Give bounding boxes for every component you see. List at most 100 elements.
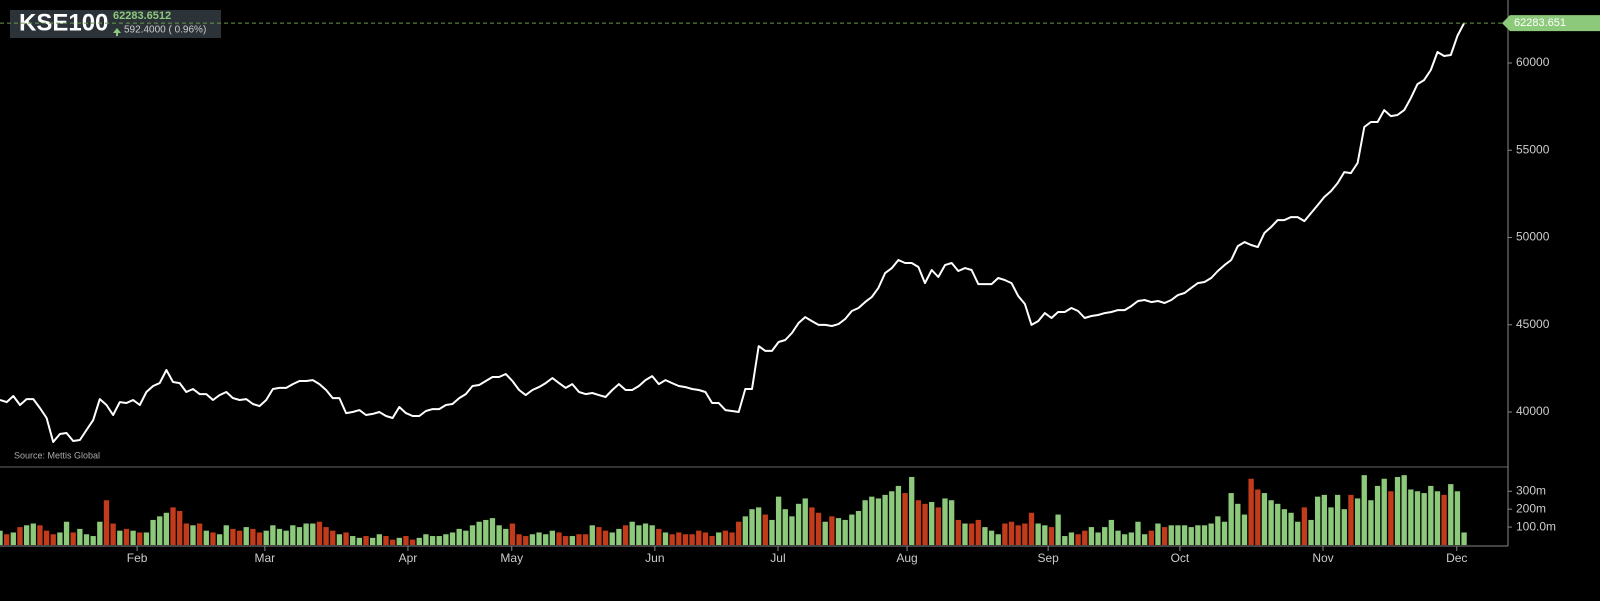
volume-bar bbox=[350, 536, 356, 545]
volume-bar bbox=[929, 502, 935, 545]
volume-bar bbox=[696, 530, 702, 545]
volume-bar bbox=[1095, 532, 1101, 545]
x-tick-label: Feb bbox=[127, 551, 148, 565]
volume-bar bbox=[343, 532, 349, 545]
volume-bar bbox=[10, 532, 16, 545]
volume-bar bbox=[656, 528, 662, 545]
volume-bar bbox=[356, 537, 363, 545]
volume-bar bbox=[90, 536, 96, 545]
volume-bar bbox=[1161, 527, 1168, 545]
volume-bar bbox=[543, 534, 549, 545]
volume-bar bbox=[463, 530, 469, 545]
x-tick-label: Sep bbox=[1037, 551, 1059, 565]
volume-bar bbox=[988, 530, 995, 545]
volume-bar bbox=[589, 525, 595, 545]
volume-bar bbox=[875, 498, 882, 545]
volume-bar bbox=[835, 518, 842, 545]
volume-bar bbox=[1028, 512, 1035, 545]
volume-bar bbox=[1414, 491, 1421, 545]
volume-bar bbox=[1108, 519, 1115, 545]
volume-bar bbox=[483, 519, 489, 545]
volume-bar bbox=[83, 534, 90, 545]
volume-bar bbox=[729, 532, 735, 545]
volume-bar bbox=[1115, 530, 1121, 545]
x-tick-label: Jul bbox=[770, 551, 785, 565]
y-tick-label: 45000 bbox=[1516, 317, 1550, 331]
volume-bar bbox=[143, 532, 150, 545]
volume-bar bbox=[1135, 521, 1141, 545]
volume-bar bbox=[722, 530, 729, 545]
volume-bar bbox=[70, 532, 76, 545]
volume-bar bbox=[563, 536, 569, 545]
volume-bar bbox=[316, 521, 323, 545]
volume-bar bbox=[1022, 523, 1028, 545]
volume-bar bbox=[569, 536, 575, 545]
volume-bar bbox=[1441, 494, 1447, 545]
volume-bar bbox=[1275, 503, 1281, 545]
volume-bar bbox=[336, 534, 343, 545]
volume-bar bbox=[150, 519, 156, 545]
volume-bar bbox=[509, 523, 516, 545]
volume-bar bbox=[662, 532, 669, 545]
volume-bar bbox=[496, 525, 502, 545]
volume-bar bbox=[50, 534, 56, 545]
volume-bar bbox=[1295, 521, 1301, 545]
volume-bar bbox=[283, 530, 289, 545]
volume-bar bbox=[1268, 500, 1274, 545]
volume-bar bbox=[3, 534, 10, 545]
volume-bar bbox=[1155, 523, 1161, 545]
volume-bar bbox=[43, 530, 50, 545]
x-tick-label: Apr bbox=[399, 551, 418, 565]
volume-bar bbox=[736, 521, 742, 545]
volume-bar bbox=[556, 532, 562, 545]
y-tick-label: 55000 bbox=[1516, 142, 1550, 156]
volume-bar bbox=[616, 528, 622, 545]
volume-bar bbox=[1075, 534, 1081, 545]
volume-bar bbox=[622, 525, 629, 545]
volume-bar bbox=[582, 534, 589, 545]
volume-bar bbox=[669, 534, 675, 545]
volume-bar bbox=[995, 534, 1001, 545]
volume-bar bbox=[117, 530, 123, 545]
volume-bar bbox=[829, 516, 835, 545]
volume-bar bbox=[0, 530, 3, 545]
x-tick-label: Dec bbox=[1446, 551, 1467, 565]
volume-bar bbox=[270, 525, 276, 545]
volume-bar bbox=[236, 530, 243, 545]
volume-bar bbox=[363, 536, 369, 545]
volume-bar bbox=[1175, 525, 1181, 545]
source-note: Source: Mettis Global bbox=[14, 450, 100, 460]
volume-bar bbox=[1235, 503, 1241, 545]
volume-bar bbox=[403, 536, 409, 545]
volume-bar bbox=[449, 532, 456, 545]
x-tick-label: Aug bbox=[896, 551, 917, 565]
volume-bar bbox=[37, 525, 43, 545]
volume-bar bbox=[869, 496, 875, 545]
volume-bar bbox=[1122, 534, 1128, 545]
volume-bar bbox=[782, 509, 788, 545]
volume-bar bbox=[1048, 527, 1055, 545]
volume-bar bbox=[716, 532, 722, 545]
volume-bar bbox=[809, 507, 815, 545]
volume-bar bbox=[77, 528, 83, 545]
volume-bar bbox=[1401, 475, 1407, 545]
volume-bar bbox=[842, 519, 848, 545]
volume-bar bbox=[1201, 525, 1208, 545]
volume-bar bbox=[183, 523, 189, 545]
volume-bar bbox=[636, 525, 642, 545]
volume-bar bbox=[1241, 514, 1248, 545]
volume-bar bbox=[1195, 525, 1201, 545]
volume-bar bbox=[223, 525, 229, 545]
volume-bar bbox=[689, 534, 695, 545]
volume-bar bbox=[196, 523, 203, 545]
volume-bar bbox=[1228, 493, 1234, 545]
volume-bar bbox=[103, 500, 110, 545]
volume-bar bbox=[396, 537, 402, 545]
volume-bar bbox=[915, 500, 922, 545]
volume-bar bbox=[296, 527, 303, 545]
volume-bar bbox=[1374, 485, 1381, 545]
volume-bar bbox=[968, 523, 975, 545]
volume-bar bbox=[1008, 521, 1015, 545]
